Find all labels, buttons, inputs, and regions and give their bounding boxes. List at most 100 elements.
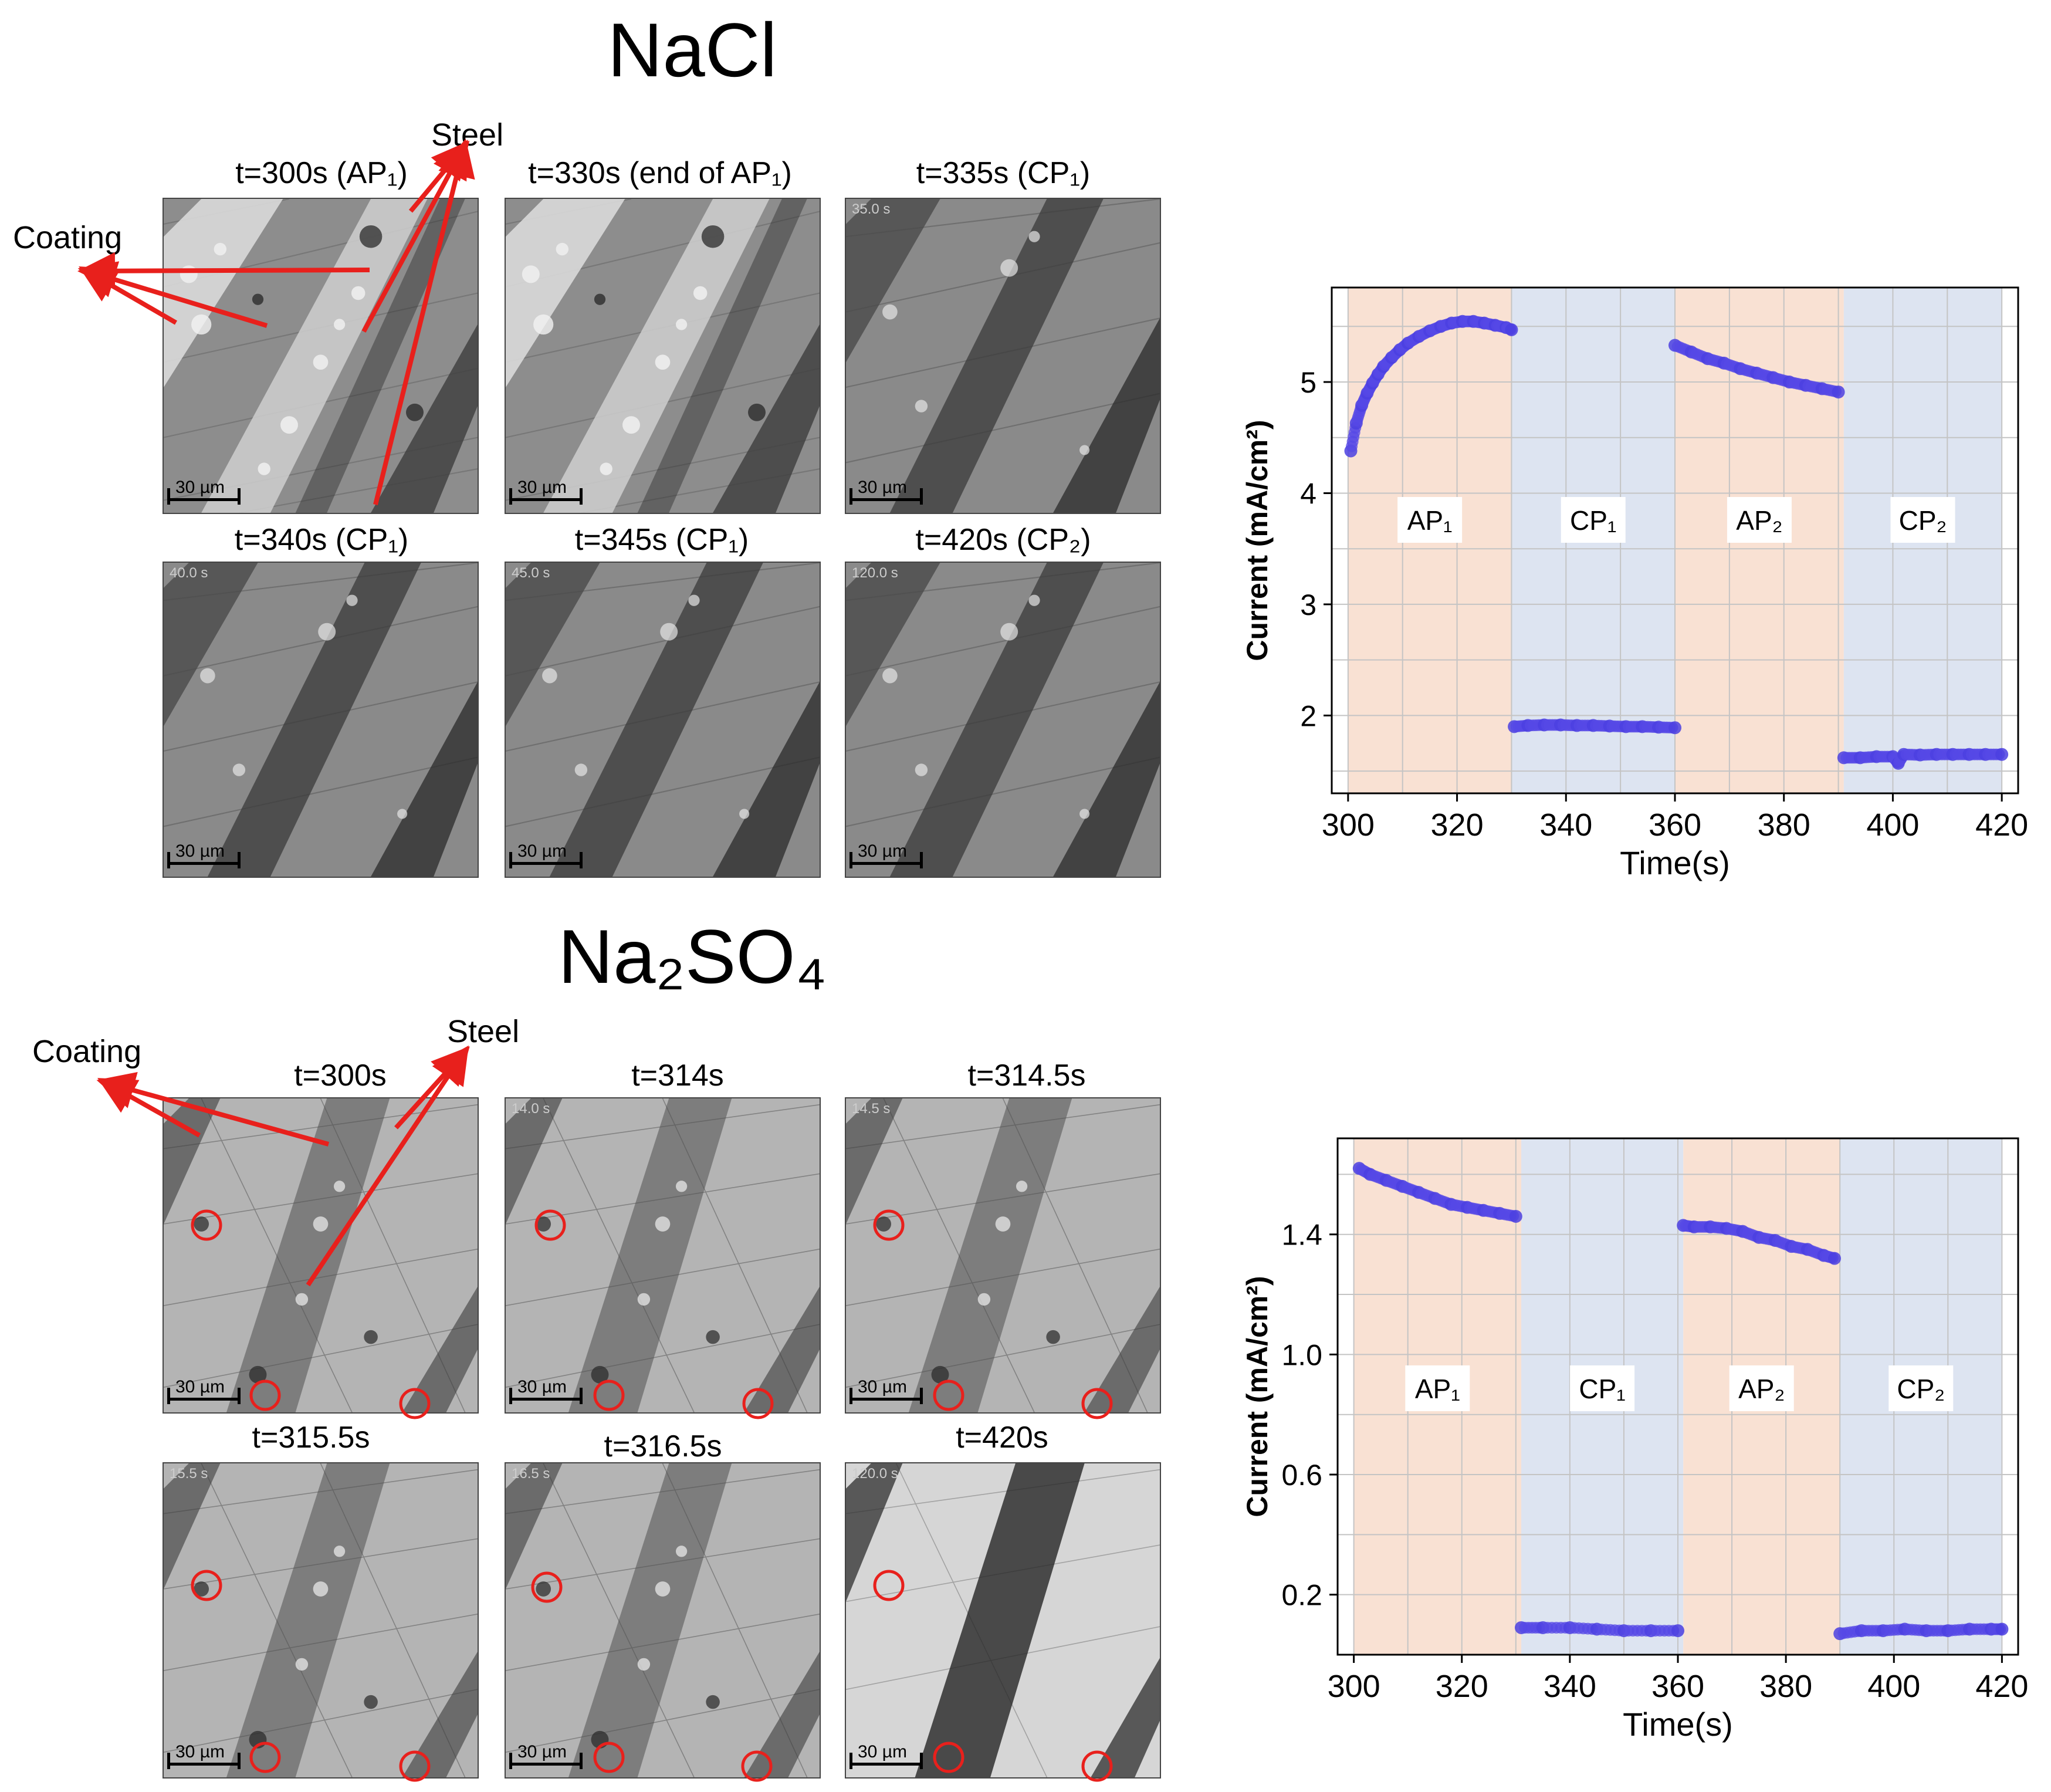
y-tick-label: 3 [1300, 589, 1316, 621]
current-chart-nacl: AP₁ CP₁ AP₂ CP₂ 300 320 340 360 380 400 420 2 3 4 5 Tim… [1241, 286, 2028, 881]
coating-label-top: Coating [13, 220, 123, 255]
micrograph: 16.5 s 30 µm [505, 1462, 821, 1779]
data-point [1827, 1252, 1841, 1265]
series-AP2 [1668, 339, 1845, 399]
micrograph: 15.5 s 30 µm [163, 1462, 479, 1779]
series-AP1 [1344, 315, 1518, 458]
phase-label-box [1888, 1365, 1954, 1411]
phase-label-box [1729, 1365, 1794, 1411]
phase-label-box [1561, 497, 1626, 543]
y-axis-label: Current (mA/cm²) [1241, 1276, 1274, 1517]
panel-title: t=345s (CP₁) [574, 523, 749, 557]
scale-bar-label: 30 µm [175, 478, 225, 497]
coating-label-bottom: Coating [32, 1034, 142, 1069]
phase-label-box [1890, 497, 1955, 543]
phase-label: CP₂ [1897, 1374, 1945, 1404]
data-point [1832, 386, 1845, 399]
micrograph: 35.0 s 30 µm [845, 198, 1161, 514]
scale-bar-label: 30 µm [517, 1377, 567, 1397]
phase-label: AP₂ [1736, 505, 1782, 536]
micrograph: 120.0 s 30 µm [845, 562, 1161, 878]
x-tick-label: 400 [1867, 1669, 1920, 1704]
series-CP2 [1837, 748, 2009, 770]
panel-title: t=300s (AP₁) [235, 156, 408, 190]
scale-bar-label: 30 µm [517, 478, 567, 497]
phase-label-box [1570, 1365, 1635, 1411]
phase-label: CP₁ [1579, 1374, 1625, 1404]
x-tick-label: 420 [1975, 807, 2028, 843]
phase-label: AP₂ [1738, 1374, 1785, 1404]
y-tick-label: 1.0 [1281, 1338, 1322, 1371]
series-CP2 [1833, 1622, 2009, 1641]
data-point [1995, 1622, 2009, 1636]
current-chart-na2so4: AP₁ CP₁ AP₂ CP₂ 300 320 340 360 380 400 420 0.2 0.6 1… [1241, 1137, 2028, 1743]
data-point [1509, 1210, 1522, 1223]
scale-bar: 30 µm [167, 478, 241, 505]
phase-label-box [1727, 497, 1792, 543]
scale-bar: 30 µm [849, 1377, 923, 1404]
series-AP1 [1352, 1162, 1522, 1223]
x-tick-label: 340 [1544, 1669, 1596, 1704]
phase-label: AP₁ [1415, 1374, 1460, 1404]
y-tick-label: 5 [1300, 366, 1316, 399]
x-tick-label: 320 [1436, 1669, 1488, 1704]
series-CP1 [1508, 718, 1681, 735]
timestamp-overlay: 35.0 s [852, 201, 891, 217]
phase-label-box [1397, 497, 1463, 543]
timestamp-overlay: 15.5 s [170, 1466, 208, 1482]
y-tick-label: 1.4 [1281, 1219, 1322, 1252]
micrograph: 30 µm [163, 1097, 479, 1414]
scale-bar-label: 30 µm [175, 1742, 225, 1761]
scale-bar-label: 30 µm [858, 478, 907, 497]
micrograph: 45.0 s 30 µm [505, 562, 821, 878]
x-tick-label: 320 [1431, 807, 1484, 843]
micrograph: 40.0 s 30 µm [163, 562, 479, 878]
y-axis-label: Current (mA/cm²) [1241, 420, 1274, 661]
x-tick-label: 360 [1649, 807, 1701, 843]
x-tick-label: 300 [1322, 807, 1375, 843]
phase-label-box [1405, 1365, 1470, 1411]
y-tick-label: 0.2 [1281, 1579, 1322, 1612]
scale-bar-label: 30 µm [175, 1377, 225, 1397]
x-axis-label: Time(s) [1620, 844, 1730, 881]
steel-label-top: Steel [431, 117, 504, 153]
nacl-title: NaCl [607, 7, 777, 93]
x-tick-label: 360 [1651, 1669, 1704, 1704]
micrograph: 120.0 s 30 µm [845, 1462, 1161, 1779]
scale-bar: 30 µm [849, 1742, 923, 1769]
y-tick-label: 4 [1300, 477, 1316, 510]
scale-bar: 30 µm [167, 1377, 241, 1404]
x-tick-label: 300 [1328, 1669, 1380, 1704]
scale-bar: 30 µm [167, 841, 241, 868]
scale-bar-label: 30 µm [858, 1377, 907, 1397]
scale-bar: 30 µm [509, 1377, 583, 1404]
panel-title: t=316.5s [604, 1429, 722, 1463]
scale-bar: 30 µm [167, 1742, 241, 1769]
panel-title: t=330s (end of AP₁) [528, 156, 792, 190]
micrograph: 14.0 s 30 µm [505, 1097, 821, 1414]
x-tick-label: 340 [1539, 807, 1592, 843]
panel-title: t=314.5s [967, 1059, 1086, 1093]
scale-bar: 30 µm [849, 478, 923, 505]
panel-title: t=314s [631, 1059, 724, 1093]
timestamp-overlay: 45.0 s [512, 565, 550, 581]
panel-title: t=420s [956, 1421, 1048, 1455]
phase-label: AP₁ [1407, 505, 1453, 536]
data-point [1671, 1624, 1684, 1638]
x-tick-label: 380 [1758, 807, 1810, 843]
scale-bar-label: 30 µm [517, 841, 567, 861]
panel-title: t=315.5s [252, 1421, 370, 1455]
x-tick-label: 380 [1759, 1669, 1812, 1704]
scale-bar: 30 µm [509, 1743, 583, 1769]
series-CP1 [1515, 1621, 1684, 1638]
timestamp-overlay: 40.0 s [170, 565, 208, 581]
panel-title: t=335s (CP₁) [916, 156, 1091, 190]
phase-label: CP₁ [1570, 505, 1616, 536]
x-tick-label: 400 [1866, 807, 1919, 843]
y-tick-label: 2 [1300, 699, 1316, 732]
timestamp-overlay: 120.0 s [852, 1466, 898, 1482]
scale-bar-label: 30 µm [175, 841, 225, 861]
timestamp-overlay: 16.5 s [512, 1466, 550, 1482]
timestamp-overlay: 120.0 s [852, 565, 898, 581]
scale-bar-label: 30 µm [858, 1742, 907, 1761]
